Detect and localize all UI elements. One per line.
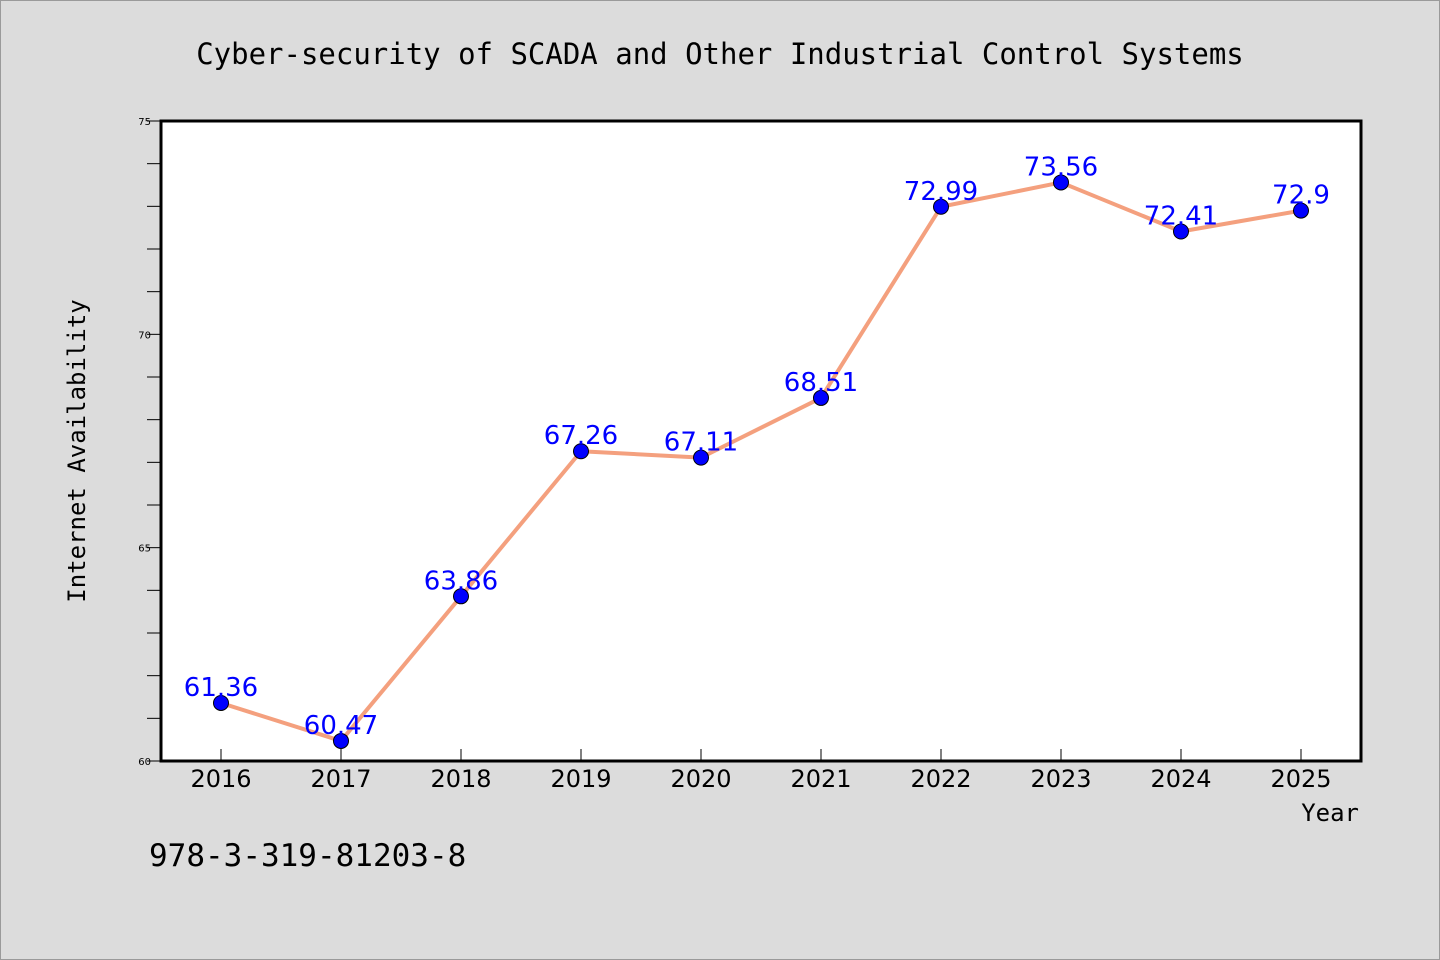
x-tick-label: 2022 (910, 765, 971, 793)
data-point (1293, 202, 1309, 219)
chart-title: Cyber-security of SCADA and Other Indust… (196, 37, 1244, 71)
isbn-text: 978-3-319-81203-8 (149, 838, 466, 874)
series-line (219, 180, 1303, 743)
data-markers (213, 174, 1309, 749)
plot-area (159, 119, 1363, 763)
data-label: 72.41 (1144, 202, 1218, 232)
data-point (213, 694, 229, 711)
data-labels: 61.36 60.47 63.86 67.26 67.11 68.51 72.99 73.56… (184, 152, 1330, 741)
data-point (573, 443, 589, 460)
y-tick-label: 75 (138, 117, 151, 128)
x-tick-label: 2016 (190, 765, 251, 793)
data-point (1173, 223, 1189, 240)
y-tick-label: 70 (138, 330, 151, 341)
data-label: 61.36 (184, 673, 258, 703)
data-point (1053, 174, 1069, 191)
data-label: 63.86 (424, 566, 498, 596)
data-label: 67.11 (664, 428, 738, 458)
x-tick-label: 2025 (1270, 765, 1331, 793)
x-tick-label: 2018 (430, 765, 491, 793)
x-tick-label: 2024 (1150, 765, 1211, 793)
data-point (333, 732, 349, 749)
x-axis-label: Year (1301, 799, 1359, 827)
x-tick-label: 2020 (670, 765, 731, 793)
data-point (693, 449, 709, 466)
data-label: 72.99 (904, 177, 978, 207)
x-tick-label: 2021 (790, 765, 851, 793)
data-label: 72.9 (1272, 181, 1330, 211)
data-point (813, 389, 829, 406)
x-tick-label: 2019 (550, 765, 611, 793)
y-axis: 60 65 70 75 (138, 117, 161, 768)
data-label: 73.56 (1024, 152, 1098, 182)
y-axis-label: Internet Availability (63, 299, 91, 602)
x-axis: 2016 2017 2018 2019 2020 2021 2022 2023 2024 2025 (190, 749, 1332, 793)
data-label: 68.51 (784, 368, 858, 398)
data-point (933, 198, 949, 215)
y-tick-label: 65 (138, 544, 151, 555)
data-label: 67.26 (544, 421, 618, 451)
series-line-group (219, 180, 1303, 743)
x-tick-label: 2023 (1030, 765, 1091, 793)
data-label: 60.47 (304, 711, 378, 741)
data-point (453, 588, 469, 605)
x-tick-label: 2017 (310, 765, 371, 793)
y-tick-label: 60 (138, 757, 151, 768)
